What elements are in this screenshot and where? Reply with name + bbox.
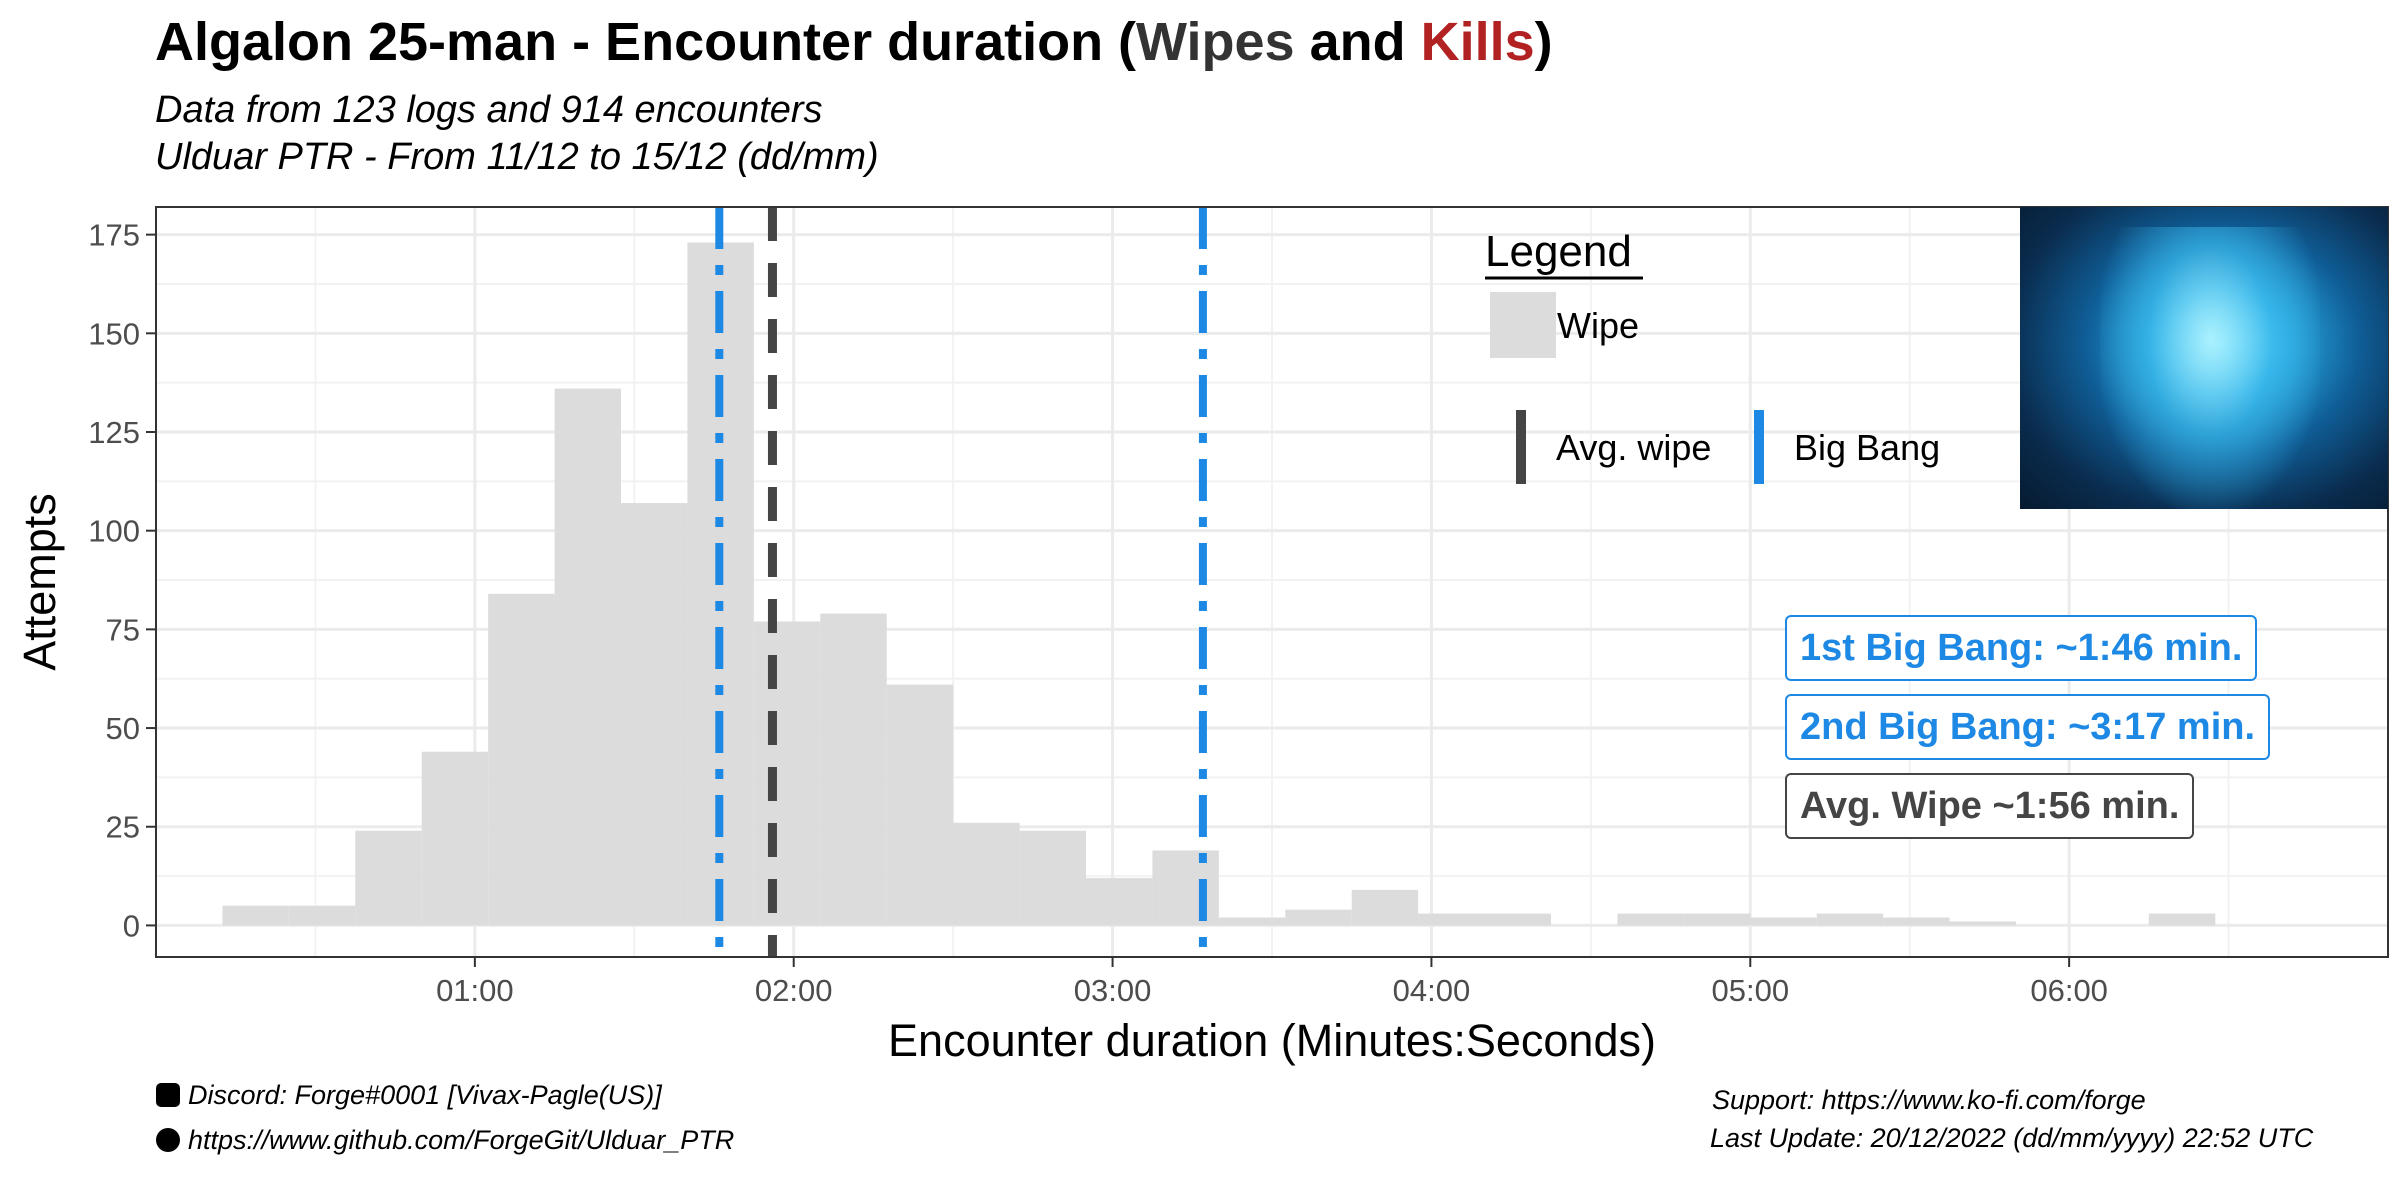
wipe-bar bbox=[1152, 850, 1219, 926]
wipe-bar bbox=[621, 503, 688, 926]
y-tick-label: 175 bbox=[88, 218, 140, 253]
annotation-second-big-bang: 2nd Big Bang: ~3:17 min. bbox=[1785, 694, 2271, 760]
y-tick-label: 25 bbox=[106, 810, 140, 845]
title-and: and bbox=[1294, 12, 1421, 72]
footer-github-text: https://www.github.com/ForgeGit/Ulduar_P… bbox=[188, 1125, 735, 1155]
y-tick-label: 100 bbox=[88, 514, 140, 549]
wipe-bar bbox=[355, 830, 422, 926]
x-tick-label: 03:00 bbox=[1074, 973, 1152, 1008]
algalon-portrait-image bbox=[2020, 207, 2388, 509]
wipe-bar bbox=[1617, 913, 1684, 926]
x-tick-label: 05:00 bbox=[1711, 973, 1789, 1008]
footer-github: https://www.github.com/ForgeGit/Ulduar_P… bbox=[156, 1125, 734, 1156]
subtitle-date-range: Ulduar PTR - From 11/12 to 15/12 (dd/mm) bbox=[155, 136, 879, 178]
wipe-bar bbox=[753, 621, 821, 926]
algalon-glow bbox=[2100, 227, 2320, 509]
wipe-bar bbox=[1418, 913, 1485, 926]
x-axis: 01:00 02:00 03:00 04:00 05:00 06:00 bbox=[436, 957, 2108, 1008]
github-icon bbox=[156, 1128, 180, 1152]
footer-discord-text: Discord: Forge#0001 [Vivax-Pagle(US)] bbox=[188, 1080, 662, 1110]
chart-title: Algalon 25-man - Encounter duration (Wip… bbox=[155, 10, 1553, 74]
legend-big-bang-label: Big Bang bbox=[1794, 427, 1940, 468]
subtitle-logs: Data from 123 logs and 914 encounters bbox=[155, 89, 823, 131]
wipe-bar bbox=[1683, 913, 1751, 926]
y-tick-label: 150 bbox=[88, 316, 140, 351]
y-tick-label: 0 bbox=[123, 908, 140, 943]
wipe-bar bbox=[1019, 830, 1086, 926]
y-axis: 0 25 50 75 100 125 150 175 bbox=[88, 218, 156, 943]
wipe-bar bbox=[2148, 913, 2216, 926]
wipe-bar bbox=[1285, 909, 1352, 926]
y-axis-title: Attempts bbox=[14, 493, 65, 671]
annotation-first-big-bang: 1st Big Bang: ~1:46 min. bbox=[1785, 615, 2258, 681]
wipe-bar bbox=[1816, 913, 1884, 926]
y-tick-label: 50 bbox=[106, 711, 140, 746]
reference-lines bbox=[715, 207, 1207, 957]
footer-last-update: Last Update: 20/12/2022 (dd/mm/yyyy) 22:… bbox=[1710, 1123, 2314, 1153]
legend-avg-wipe-label: Avg. wipe bbox=[1556, 427, 1711, 468]
title-prefix: Algalon 25-man - Encounter duration ( bbox=[155, 12, 1137, 72]
wipe-bar bbox=[1086, 878, 1153, 926]
wipe-bar bbox=[1750, 917, 1817, 926]
title-wipes: Wipes bbox=[1136, 12, 1295, 72]
wipe-bar bbox=[488, 593, 555, 926]
x-tick-label: 01:00 bbox=[436, 973, 514, 1008]
plot-border bbox=[155, 206, 2389, 958]
y-tick-label: 75 bbox=[106, 612, 140, 647]
annotation-avg-wipe: Avg. Wipe ~1:56 min. bbox=[1785, 773, 2195, 839]
wipe-bar bbox=[886, 684, 954, 926]
wipe-bar bbox=[1484, 913, 1551, 926]
footer-discord: Discord: Forge#0001 [Vivax-Pagle(US)] bbox=[156, 1080, 662, 1111]
wipe-bar bbox=[554, 388, 621, 926]
y-tick-label: 125 bbox=[88, 415, 140, 450]
legend: Legend Wipe Avg. wipe Big Bang bbox=[1485, 227, 1940, 484]
x-tick-label: 02:00 bbox=[755, 973, 833, 1008]
wipe-bar bbox=[288, 905, 356, 926]
wipe-bar bbox=[1351, 889, 1419, 926]
legend-title: Legend bbox=[1485, 227, 1632, 276]
wipe-bar bbox=[222, 905, 289, 926]
legend-wipe-swatch bbox=[1490, 292, 1556, 358]
wipe-bar bbox=[953, 822, 1020, 926]
wipe-bar bbox=[820, 613, 887, 926]
title-suffix: ) bbox=[1534, 12, 1553, 72]
x-axis-title: Encounter duration (Minutes:Seconds) bbox=[888, 1015, 1656, 1066]
footer-support: Support: https://www.ko-fi.com/forge bbox=[1712, 1085, 2146, 1115]
title-kills: Kills bbox=[1420, 12, 1535, 72]
wipe-bar bbox=[1949, 921, 2016, 926]
x-tick-label: 06:00 bbox=[2030, 973, 2108, 1008]
wipe-bar bbox=[421, 751, 489, 926]
x-tick-label: 04:00 bbox=[1393, 973, 1471, 1008]
wipe-bar bbox=[1883, 917, 1950, 926]
legend-wipe-label: Wipe bbox=[1557, 305, 1639, 346]
wipe-bar bbox=[1218, 917, 1286, 926]
discord-icon bbox=[156, 1083, 180, 1107]
